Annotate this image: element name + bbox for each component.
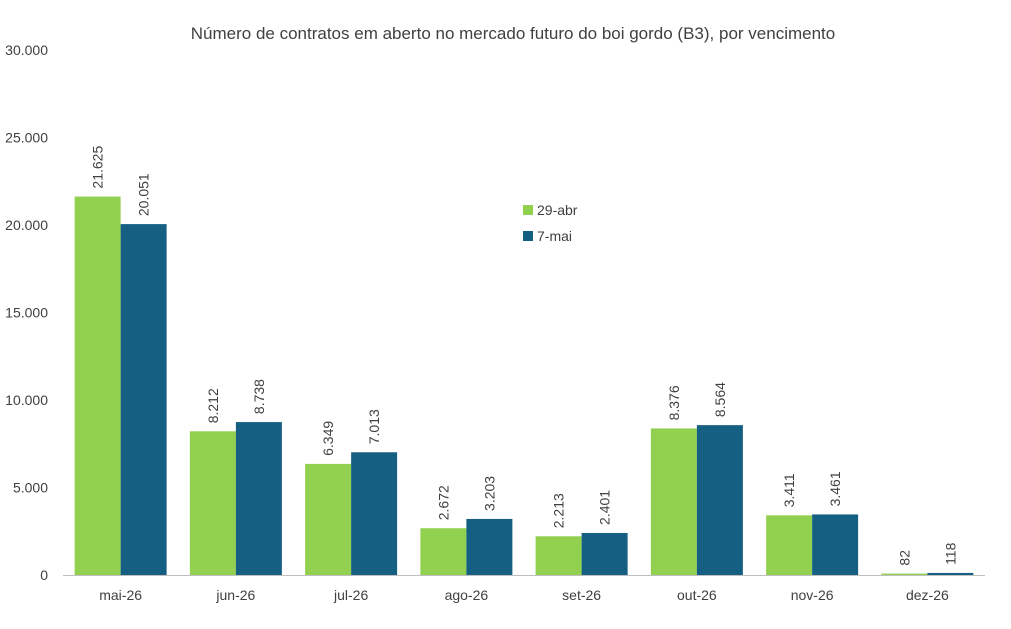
data-label: 7.013 bbox=[366, 409, 382, 444]
legend-swatch bbox=[523, 205, 533, 215]
bar-series-2 bbox=[235, 422, 282, 575]
y-tick-label: 15.000 bbox=[5, 305, 48, 321]
data-label: 3.411 bbox=[781, 473, 797, 507]
y-tick-label: 30.000 bbox=[5, 42, 48, 58]
y-tick-label: 10.000 bbox=[5, 392, 48, 408]
x-tick-label: nov-26 bbox=[791, 587, 834, 603]
bar-series-1 bbox=[189, 431, 236, 575]
bar-series-2 bbox=[120, 224, 167, 576]
x-tick-label: jul-26 bbox=[333, 587, 368, 603]
x-tick-label: set-26 bbox=[562, 587, 601, 603]
bar-series-2 bbox=[812, 514, 859, 575]
bars-group: 21.625 20.051 8.212 8.738 6.349 7.013 2.672 3.2… bbox=[74, 146, 974, 576]
y-tick-label: 5.000 bbox=[13, 480, 48, 496]
data-label: 8.376 bbox=[666, 385, 682, 420]
y-tick-label: 0 bbox=[40, 567, 48, 583]
bar-series-1 bbox=[305, 463, 352, 575]
bar-series-2 bbox=[927, 572, 974, 575]
legend-label: 29-abr bbox=[537, 202, 578, 218]
bar-series-1 bbox=[766, 515, 813, 575]
data-label: 21.625 bbox=[90, 146, 106, 189]
data-label: 8.212 bbox=[205, 388, 221, 423]
x-tick-label: jun-26 bbox=[215, 587, 255, 603]
x-tick-label: dez-26 bbox=[906, 587, 949, 603]
bar-series-1 bbox=[420, 528, 467, 575]
bar-series-1 bbox=[881, 573, 928, 575]
legend: 29-abr 7-mai bbox=[523, 202, 578, 244]
data-label: 8.738 bbox=[251, 379, 267, 414]
chart-title: Número de contratos em aberto no mercado… bbox=[191, 24, 835, 43]
legend-label: 7-mai bbox=[537, 228, 572, 244]
x-tick-label: ago-26 bbox=[445, 587, 489, 603]
data-label: 2.672 bbox=[435, 485, 451, 520]
data-label: 3.203 bbox=[481, 476, 497, 511]
data-label: 20.051 bbox=[136, 173, 152, 216]
bar-series-1 bbox=[535, 536, 582, 575]
y-tick-label: 25.000 bbox=[5, 130, 48, 146]
bar-series-2 bbox=[466, 518, 513, 575]
data-label: 8.564 bbox=[712, 382, 728, 417]
data-label: 2.401 bbox=[597, 490, 613, 525]
bar-series-1 bbox=[650, 428, 697, 575]
data-label: 2.213 bbox=[551, 493, 567, 528]
data-label: 6.349 bbox=[320, 421, 336, 456]
bar-series-2 bbox=[581, 532, 628, 575]
data-label: 82 bbox=[896, 550, 912, 566]
bar-series-2 bbox=[696, 425, 743, 575]
y-tick-label: 20.000 bbox=[5, 217, 48, 233]
data-label: 118 bbox=[942, 542, 958, 565]
bar-series-2 bbox=[351, 452, 398, 575]
bar-series-1 bbox=[74, 196, 121, 575]
x-tick-label: mai-26 bbox=[99, 587, 142, 603]
x-tick-label: out-26 bbox=[677, 587, 717, 603]
y-axis: 0 5.000 10.000 15.000 20.000 25.000 30.000 bbox=[5, 42, 48, 583]
data-label: 3.461 bbox=[827, 471, 843, 506]
legend-swatch bbox=[523, 231, 533, 241]
x-axis: mai-26 jun-26 jul-26 ago-26 set-26 out-26 nov-… bbox=[63, 575, 985, 603]
